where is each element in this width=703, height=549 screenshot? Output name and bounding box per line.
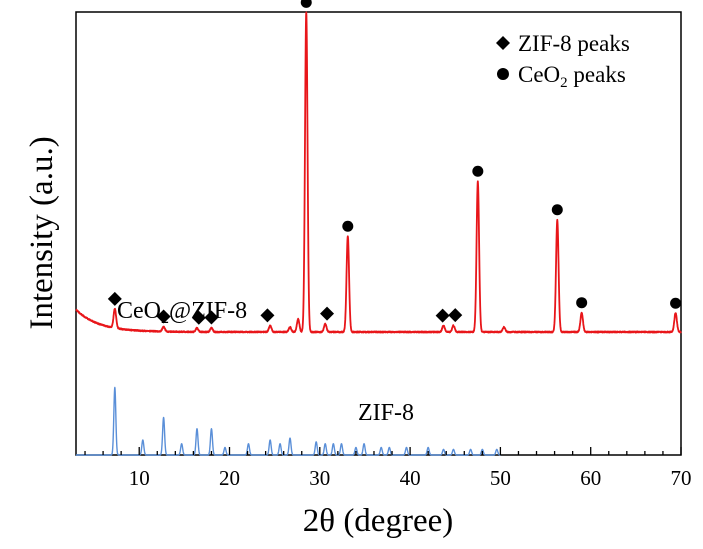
legend-circle-marker [497, 68, 509, 80]
ceo2-peak-marker [576, 297, 588, 309]
ceo2-peak-marker [551, 204, 563, 216]
zif8-peak-marker [260, 308, 275, 323]
ceo2-peak-marker [300, 0, 312, 8]
series-line-reference [75, 386, 501, 456]
peak-marker-layer [107, 0, 682, 325]
zif8-peak-marker [191, 310, 206, 325]
zif8-peak-marker [156, 309, 171, 324]
zif8-peak-marker [107, 291, 122, 306]
zif8-peak-marker [320, 306, 335, 321]
zif8-peak-marker [448, 308, 463, 323]
legend: ZIF-8 peaks CeO2 peaks [496, 31, 630, 91]
series-layer [75, 11, 682, 456]
x-tick-label: 70 [671, 466, 692, 490]
legend-diamond-marker [496, 36, 510, 50]
y-axis-title: Intensity (a.u.) [24, 136, 60, 329]
series-line-composite [75, 11, 682, 334]
reference-sample-label: ZIF-8 [358, 400, 414, 426]
legend-label-ceo2: CeO2 peaks [518, 62, 626, 91]
x-tick-label: 20 [219, 466, 240, 490]
legend-label-zif8: ZIF-8 peaks [518, 31, 630, 56]
x-tick-label: 30 [309, 466, 330, 490]
x-axis-ticks: 10 20 30 40 50 60 70 [84, 447, 692, 490]
ceo2-peak-marker [472, 165, 484, 177]
ceo2-peak-marker [670, 297, 682, 309]
x-tick-label: 10 [129, 466, 150, 490]
x-tick-label: 60 [580, 466, 601, 490]
x-tick-label: 40 [400, 466, 421, 490]
zif8-peak-marker [204, 310, 219, 325]
zif8-peak-marker [435, 308, 450, 323]
ceo2-peak-marker [342, 220, 354, 232]
composite-sample-label: CeO2@ZIF-8 [117, 298, 247, 327]
x-axis-title: 2θ (degree) [303, 503, 453, 539]
x-tick-label: 50 [490, 466, 511, 490]
